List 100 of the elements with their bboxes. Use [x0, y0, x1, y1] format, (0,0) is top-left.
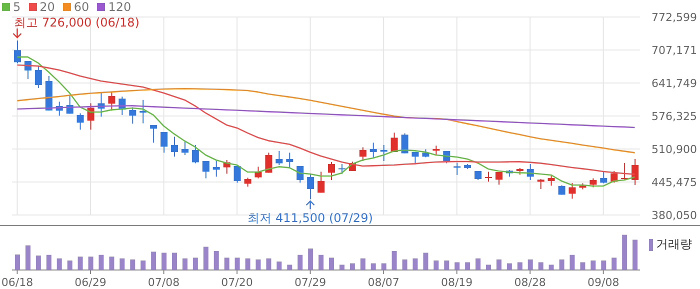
candlestick	[276, 150, 283, 166]
bar	[56, 258, 62, 270]
candlestick	[600, 171, 608, 184]
bar	[590, 260, 596, 270]
bar	[140, 260, 146, 270]
candlestick	[286, 152, 294, 168]
candlestick	[485, 171, 492, 182]
candlestick	[412, 151, 419, 165]
bar	[506, 263, 512, 270]
x-tick-label: 06/18	[1, 276, 34, 289]
x-tick-label: 08/19	[440, 276, 473, 289]
bar	[559, 259, 564, 270]
bar	[465, 262, 470, 270]
candlestick	[192, 144, 199, 164]
candlestick	[212, 160, 220, 178]
bar	[109, 256, 114, 270]
bar	[36, 256, 41, 270]
bar	[234, 258, 240, 270]
bar	[98, 254, 104, 270]
candlestick	[202, 160, 210, 179]
candlestick	[370, 142, 377, 158]
annotation: 최고 726,000 (06/18)	[14, 16, 140, 30]
bar	[350, 263, 355, 270]
bar	[192, 258, 198, 270]
candlestick	[632, 158, 639, 186]
bar	[612, 258, 617, 270]
bar	[172, 252, 177, 270]
candlestick	[568, 182, 576, 200]
bar	[120, 258, 125, 270]
candlestick	[108, 92, 116, 112]
bar	[25, 245, 30, 270]
y-tick-label: 707,171	[652, 44, 697, 57]
candlestick	[181, 141, 188, 156]
legend-label: 120	[108, 0, 132, 14]
bar	[203, 246, 208, 270]
bar	[580, 262, 586, 270]
bar	[339, 264, 344, 270]
bar	[256, 259, 261, 270]
candlestick	[359, 146, 366, 162]
bar	[162, 252, 167, 270]
bar	[130, 259, 136, 270]
bar	[224, 258, 230, 270]
bar	[444, 260, 450, 270]
line-series	[16, 88, 636, 154]
bar	[381, 263, 386, 270]
x-tick-label: 06/29	[74, 276, 106, 289]
annotation: 최저 411,500 (07/29)	[248, 211, 373, 226]
candlestick	[548, 175, 555, 186]
bar	[329, 258, 334, 270]
bar	[67, 260, 72, 270]
legend-label: 거래량	[656, 236, 692, 253]
bar	[402, 259, 408, 270]
bar	[423, 252, 428, 270]
x-tick-label: 07/29	[294, 276, 326, 289]
bar	[486, 264, 491, 270]
bar	[528, 259, 533, 270]
y-tick-label: 380,050	[652, 209, 697, 222]
bar	[570, 254, 575, 270]
candlestick	[390, 132, 398, 152]
candlestick	[401, 132, 408, 154]
candlestick	[150, 124, 158, 144]
candlestick	[338, 163, 346, 174]
candlestick	[160, 132, 168, 154]
bar	[622, 234, 628, 270]
bar	[360, 258, 366, 270]
legend-label: 20	[40, 0, 55, 14]
bar	[151, 252, 156, 270]
candlestick	[129, 106, 136, 124]
candlestick	[171, 136, 178, 158]
candlestick	[87, 102, 94, 130]
y-tick-label: 772,599	[652, 11, 697, 24]
bar	[15, 254, 20, 270]
candlestick	[307, 173, 314, 200]
legend-label: 5	[13, 0, 21, 14]
candlestick	[328, 161, 335, 180]
bar	[88, 256, 94, 270]
legend-label: 60	[74, 0, 90, 14]
bar	[454, 262, 460, 270]
x-tick-label: 07/08	[148, 276, 180, 289]
bar	[392, 250, 397, 270]
candlestick	[296, 166, 304, 184]
bar	[287, 264, 292, 270]
y-tick-label: 641,749	[652, 77, 697, 90]
candlestick	[318, 171, 325, 194]
y-tick-label: 510,900	[652, 143, 697, 156]
bar	[78, 256, 83, 270]
bar	[318, 254, 324, 270]
x-tick-label: 07/20	[221, 276, 253, 289]
bar	[245, 258, 250, 270]
bar	[46, 254, 52, 270]
bar	[538, 262, 544, 270]
bar	[434, 260, 439, 270]
candlestick	[234, 164, 241, 184]
bar	[632, 240, 638, 270]
bar	[496, 259, 502, 270]
bar	[266, 258, 272, 270]
bar	[370, 263, 376, 270]
y-tick-label: 445,475	[652, 176, 697, 189]
candlestick	[537, 178, 544, 190]
x-tick-label: 08/28	[514, 276, 546, 289]
